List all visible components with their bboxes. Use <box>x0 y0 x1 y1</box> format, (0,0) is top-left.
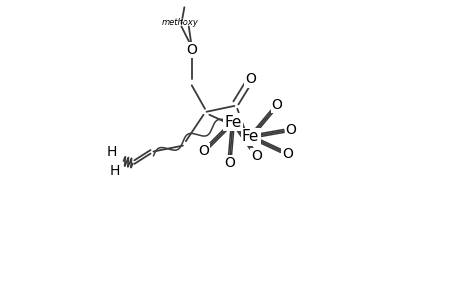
Text: O: O <box>186 43 197 57</box>
Text: O: O <box>282 147 293 161</box>
Text: Fe: Fe <box>224 115 241 130</box>
Text: H: H <box>107 145 117 158</box>
Text: methoxy: methoxy <box>185 3 191 4</box>
Text: methoxy: methoxy <box>179 18 186 19</box>
Text: methoxy: methoxy <box>183 21 189 22</box>
Text: O: O <box>245 72 256 86</box>
Text: O: O <box>251 149 262 163</box>
Text: O: O <box>271 98 282 112</box>
Text: O: O <box>224 156 234 170</box>
Text: methoxy: methoxy <box>181 21 187 22</box>
Text: Fe: Fe <box>241 129 259 144</box>
Text: O: O <box>285 123 296 136</box>
Text: H: H <box>109 164 119 178</box>
Text: O: O <box>198 144 209 158</box>
Text: methoxy: methoxy <box>161 17 198 26</box>
